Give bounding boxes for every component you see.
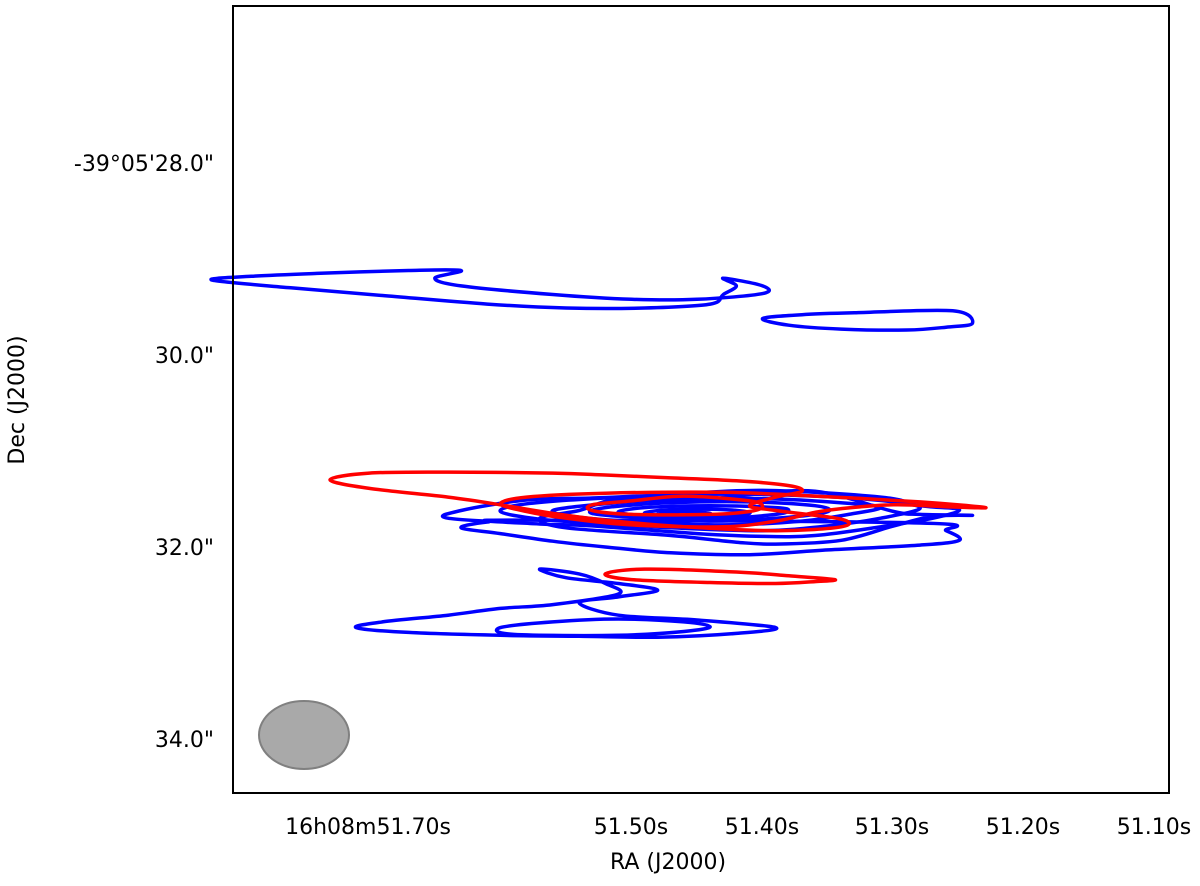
- x-tick-label: 51.20s: [986, 815, 1060, 840]
- x-axis-ticks: 16h08m51.70s 51.50s 51.40s 51.30s 51.20s 51.1…: [285, 815, 1191, 840]
- beam-ellipse: [258, 700, 350, 770]
- x-tick-label: 16h08m51.70s: [285, 815, 451, 840]
- contour-1-1: [585, 494, 765, 517]
- y-axis-label: Dec (J2000): [5, 335, 30, 464]
- x-tick-label: 51.40s: [725, 815, 799, 840]
- y-tick-label: 30.0": [155, 344, 214, 369]
- contour-1-3: [603, 567, 838, 586]
- y-axis-ticks: -39°05'28.0" 30.0" 32.0" 34.0": [74, 152, 214, 753]
- contour-1-0: [498, 490, 988, 529]
- contour-0-8: [353, 567, 779, 640]
- y-tick-label: 34.0": [155, 728, 214, 753]
- contour-0-12: [760, 308, 975, 332]
- y-tick-label: -39°05'28.0": [74, 152, 214, 177]
- x-tick-label: 51.30s: [855, 815, 929, 840]
- contour-0-10: [459, 518, 962, 557]
- y-tick-label: 32.0": [155, 536, 214, 561]
- x-tick-label: 51.50s: [594, 815, 668, 840]
- contour-0-11: [209, 268, 771, 311]
- x-tick-label: 51.10s: [1117, 815, 1191, 840]
- plot-frame: [232, 5, 1170, 794]
- beam-layer: [258, 700, 350, 770]
- x-axis-label: RA (J2000): [610, 850, 726, 875]
- contour-1-2: [328, 470, 852, 533]
- contour-layer: [209, 268, 988, 640]
- contour-0-9: [494, 617, 712, 638]
